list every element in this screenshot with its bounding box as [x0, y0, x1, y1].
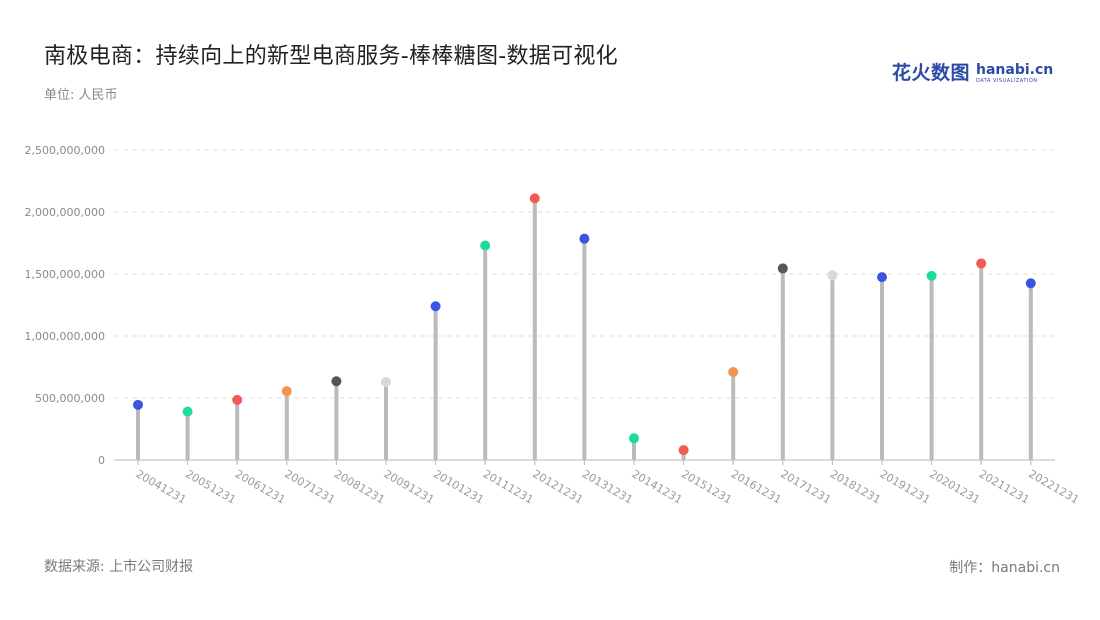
x-tick-label: 20041231 — [134, 467, 189, 506]
x-tick-label: 20081231 — [332, 467, 387, 506]
lollipop-dot — [480, 240, 491, 251]
lollipop-dot — [133, 399, 143, 410]
x-tick-label: 20071231 — [282, 467, 337, 506]
logo-en-text: hanabi.cn — [976, 62, 1054, 78]
lollipop-dot — [926, 270, 937, 281]
logo-sub-text: DATA VISUALIZATION — [976, 78, 1038, 84]
logo-cn-text: 花火数图 — [892, 62, 971, 84]
x-tick-label: 20201231 — [927, 467, 982, 506]
x-tick-label: 20171231 — [778, 467, 833, 506]
lollipop-dot — [728, 366, 739, 377]
lollipop-dot — [976, 258, 987, 269]
x-tick-label: 20101231 — [431, 467, 486, 506]
lollipop-dot — [529, 193, 540, 204]
lollipop-dot — [281, 386, 292, 397]
credit-text: 制作：hanabi.cn — [949, 560, 1060, 576]
x-tick-label: 20191231 — [878, 467, 933, 506]
y-tick-label: 2,500,000,000 — [25, 144, 105, 157]
brand-logo: 花火数图 hanabi.cn DATA VISUALIZATION — [892, 58, 1053, 88]
lollipop-dot — [629, 433, 639, 444]
x-tick-label: 20121231 — [530, 467, 585, 506]
x-tick-label: 20161231 — [729, 467, 784, 506]
lollipop-dot — [678, 445, 689, 456]
lollipop-dot — [182, 406, 193, 417]
unit-label: 单位: 人民币 — [44, 88, 118, 103]
x-tick-label: 20111231 — [481, 467, 536, 506]
x-tick-label: 20061231 — [233, 467, 288, 506]
lollipop-dot — [777, 263, 788, 274]
x-tick-label: 20051231 — [183, 467, 238, 506]
lollipop-dot — [381, 376, 391, 387]
y-tick-label: 1,000,000,000 — [25, 330, 105, 343]
chart-title: 南极电商：持续向上的新型电商服务-棒棒糖图-数据可视化 — [44, 44, 618, 69]
lollipop-dot — [430, 301, 441, 312]
lollipop-dot — [579, 233, 590, 244]
lollipop-dot — [827, 270, 838, 281]
x-tick-label: 20091231 — [382, 467, 437, 506]
x-tick-label: 20181231 — [828, 467, 883, 506]
y-tick-label: 1,500,000,000 — [25, 268, 105, 281]
x-tick-label: 20141231 — [630, 467, 685, 506]
lollipop-dot — [1025, 278, 1036, 289]
x-tick-label: 20151231 — [679, 467, 734, 506]
lollipop-dot — [331, 376, 342, 387]
y-tick-label: 500,000,000 — [35, 392, 105, 405]
y-tick-label: 0 — [98, 454, 105, 467]
lollipop-dot — [877, 272, 887, 283]
data-source: 数据来源: 上市公司财报 — [44, 559, 194, 575]
x-tick-label: 20211231 — [977, 467, 1032, 506]
lollipop-dot — [232, 394, 243, 405]
y-tick-label: 2,000,000,000 — [25, 206, 105, 219]
x-tick-label: 20131231 — [580, 467, 635, 506]
x-tick-label: 20221231 — [1026, 467, 1081, 506]
